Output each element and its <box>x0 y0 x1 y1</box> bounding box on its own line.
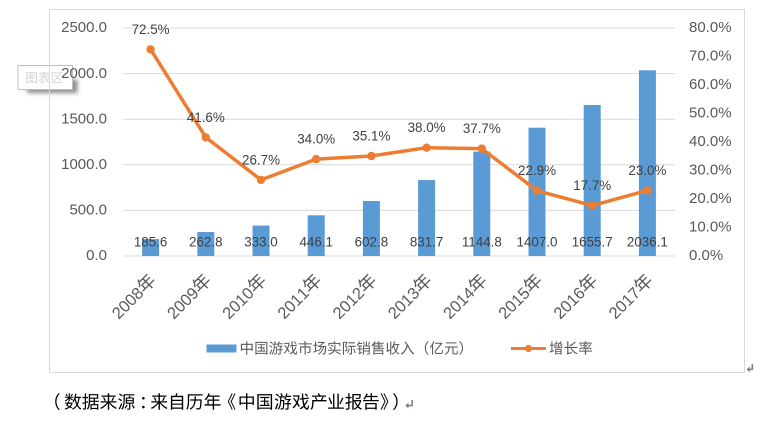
svg-text:34.0%: 34.0% <box>297 132 335 147</box>
svg-text:1000.0: 1000.0 <box>61 156 107 173</box>
svg-text:70.0%: 70.0% <box>689 48 732 65</box>
svg-text:20.0%: 20.0% <box>689 190 732 207</box>
svg-text:1500.0: 1500.0 <box>61 110 107 127</box>
svg-text:1655.7: 1655.7 <box>572 234 613 249</box>
svg-text:38.0%: 38.0% <box>408 120 446 135</box>
svg-text:72.5%: 72.5% <box>132 22 170 37</box>
svg-text:446.1: 446.1 <box>299 234 333 249</box>
svg-text:2000.0: 2000.0 <box>61 65 107 82</box>
svg-text:41.6%: 41.6% <box>187 110 225 125</box>
svg-text:0.0%: 0.0% <box>689 247 723 264</box>
svg-text:262.8: 262.8 <box>189 234 223 249</box>
svg-text:10.0%: 10.0% <box>689 219 732 236</box>
svg-text:333.0: 333.0 <box>244 234 278 249</box>
svg-text:60.0%: 60.0% <box>689 76 732 93</box>
svg-text:185.6: 185.6 <box>134 234 168 249</box>
svg-text:26.7%: 26.7% <box>242 152 280 167</box>
svg-text:2500.0: 2500.0 <box>61 19 107 36</box>
svg-text:50.0%: 50.0% <box>689 105 732 122</box>
svg-text:35.1%: 35.1% <box>352 129 390 144</box>
svg-text:1144.8: 1144.8 <box>462 234 502 249</box>
svg-text:23.0%: 23.0% <box>628 163 666 178</box>
svg-text:2036.1: 2036.1 <box>627 234 668 249</box>
svg-text:1407.0: 1407.0 <box>517 234 558 249</box>
svg-text:22.9%: 22.9% <box>518 163 556 178</box>
svg-text:602.8: 602.8 <box>355 234 389 249</box>
svg-text:30.0%: 30.0% <box>689 162 732 179</box>
svg-text:40.0%: 40.0% <box>689 133 732 150</box>
svg-text:831.7: 831.7 <box>410 234 444 249</box>
svg-text:500.0: 500.0 <box>69 202 107 219</box>
svg-text:0.0: 0.0 <box>86 247 107 264</box>
svg-text:80.0%: 80.0% <box>689 19 732 36</box>
svg-text:37.7%: 37.7% <box>463 121 501 136</box>
svg-text:17.7%: 17.7% <box>573 178 611 193</box>
